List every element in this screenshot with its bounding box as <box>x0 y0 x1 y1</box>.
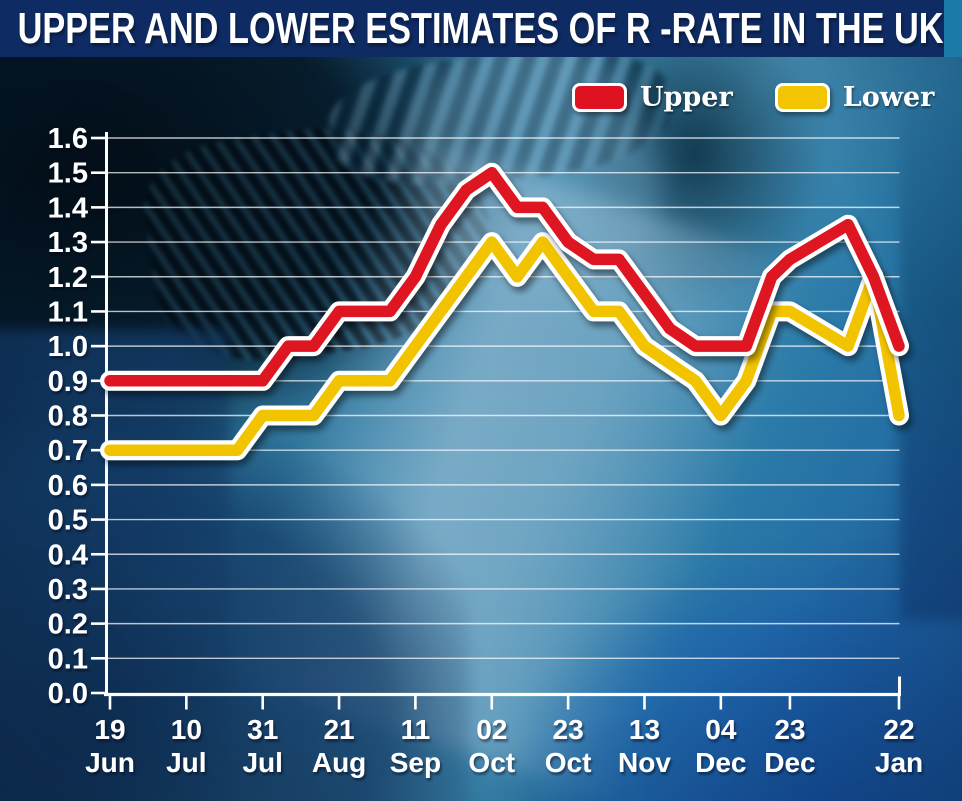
x-tick-day-label: 02 <box>476 714 507 745</box>
x-tick-day-label: 31 <box>247 714 278 745</box>
background-right-edge <box>900 100 962 620</box>
x-tick-day-label: 10 <box>171 714 202 745</box>
chart-title: UPPER AND LOWER ESTIMATES OF R -RATE IN … <box>17 3 945 53</box>
x-tick-month-label: Jan <box>875 747 923 778</box>
lower-series-line <box>100 232 909 461</box>
x-tick-day-label: 21 <box>323 714 354 745</box>
y-tick-label: 1.2 <box>48 262 88 294</box>
x-tick-month-label: Jun <box>85 747 135 778</box>
x-tick-day-label: 11 <box>401 714 431 745</box>
y-tick-label: 1.4 <box>48 192 88 224</box>
y-tick-label: 0.2 <box>48 609 88 641</box>
gridlines <box>107 137 900 660</box>
lower-series-swatch <box>774 83 830 112</box>
y-tick-label: 0.5 <box>48 505 88 537</box>
x-tick-month-label: Sep <box>390 747 441 778</box>
y-tick-label: 0.6 <box>48 470 88 502</box>
y-tick-label: 0.8 <box>48 401 88 433</box>
x-tick-month-label: Nov <box>618 747 671 778</box>
x-tick-month-label: Jul <box>242 747 282 778</box>
y-tick-label: 1.3 <box>48 227 88 259</box>
y-tick-label: 1.0 <box>48 331 88 363</box>
axes <box>91 132 901 710</box>
legend-item-upper: Upper <box>572 82 733 113</box>
upper-series-label: Upper <box>640 82 733 113</box>
axis-labels: 0.00.10.20.30.40.50.60.70.80.91.01.11.21… <box>48 123 923 778</box>
x-tick-day-label: 19 <box>94 714 125 745</box>
header-corner-patch <box>944 0 962 57</box>
x-tick-day-label: 23 <box>553 714 584 745</box>
y-tick-label: 0.1 <box>48 643 88 675</box>
legend-item-lower: Lower <box>774 82 935 113</box>
y-tick-label: 0.9 <box>48 366 88 398</box>
x-tick-day-label: 23 <box>774 714 805 745</box>
x-tick-day-label: 22 <box>883 714 914 745</box>
upper-series-swatch <box>572 83 627 112</box>
x-tick-month-label: Oct <box>545 747 592 778</box>
title-bar: UPPER AND LOWER ESTIMATES OF R -RATE IN … <box>0 0 962 57</box>
y-tick-label: 1.6 <box>48 123 88 155</box>
background-bottom-left-fabric <box>0 425 470 801</box>
y-tick-label: 0.0 <box>48 678 88 710</box>
x-tick-month-label: Aug <box>312 747 366 778</box>
x-tick-month-label: Dec <box>764 747 815 778</box>
lower-series-label: Lower <box>842 82 935 113</box>
x-tick-month-label: Oct <box>468 747 515 778</box>
x-tick-month-label: Dec <box>695 747 746 778</box>
x-tick-day-label: 04 <box>705 714 737 745</box>
y-tick-label: 1.5 <box>48 158 88 190</box>
x-tick-day-label: 13 <box>629 714 660 745</box>
y-tick-label: 0.3 <box>48 574 88 606</box>
x-tick-month-label: Jul <box>166 747 206 778</box>
y-tick-label: 0.4 <box>48 539 88 571</box>
y-tick-label: 0.7 <box>48 435 88 467</box>
background-right-fabric <box>520 555 962 801</box>
chart-legend: Upper Lower <box>572 82 934 113</box>
y-tick-label: 1.1 <box>48 296 88 328</box>
upper-series-line <box>100 162 909 391</box>
